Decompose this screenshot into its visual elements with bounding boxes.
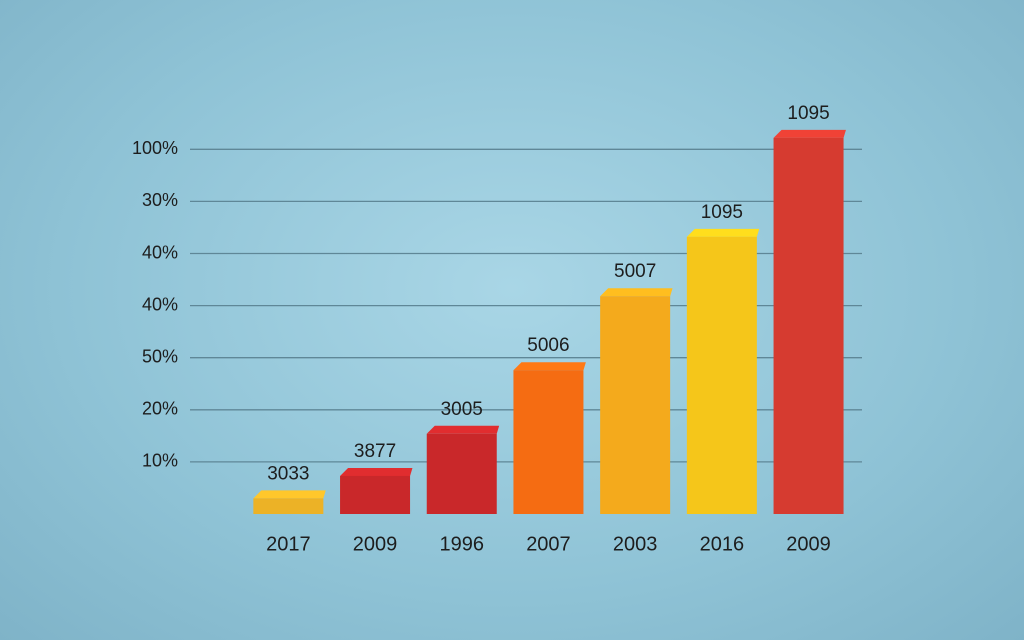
bar — [253, 498, 324, 514]
bar-top — [686, 228, 760, 237]
bar-label: 5007 — [614, 261, 656, 282]
y-tick-label: 100% — [132, 138, 178, 158]
y-tick-label: 50% — [142, 346, 178, 366]
bar-label: 5006 — [527, 335, 569, 356]
bar — [600, 296, 671, 514]
bar-top — [773, 129, 846, 138]
x-tick-label: 2017 — [266, 533, 311, 555]
y-tick-label: 10% — [142, 451, 178, 471]
y-tick-label: 30% — [142, 190, 178, 210]
bar — [686, 236, 757, 514]
bar-top — [340, 467, 413, 476]
bar-top — [513, 362, 586, 371]
x-tick-label: 2009 — [786, 533, 831, 555]
x-tick-label: 2016 — [700, 533, 745, 555]
y-tick-label: 20% — [142, 399, 178, 419]
bar — [426, 433, 497, 514]
x-tick-label: 2009 — [353, 533, 398, 555]
bar — [513, 370, 584, 514]
x-tick-label: 2007 — [526, 533, 571, 555]
x-tick-label: 1996 — [440, 533, 485, 555]
bar-label: 3877 — [354, 441, 396, 462]
y-tick-label: 40% — [142, 242, 178, 262]
x-tick-label: 2003 — [613, 533, 658, 555]
bar-label: 3033 — [267, 463, 309, 484]
y-tick-label: 40% — [142, 294, 178, 314]
bar-label: 3005 — [441, 399, 483, 420]
bar-top — [600, 288, 673, 297]
bar — [773, 137, 844, 514]
bar-label: 1095 — [787, 103, 829, 124]
bar-label: 1095 — [701, 202, 743, 223]
bar — [340, 475, 411, 514]
bar-top — [253, 490, 326, 499]
bar-top — [426, 425, 500, 434]
